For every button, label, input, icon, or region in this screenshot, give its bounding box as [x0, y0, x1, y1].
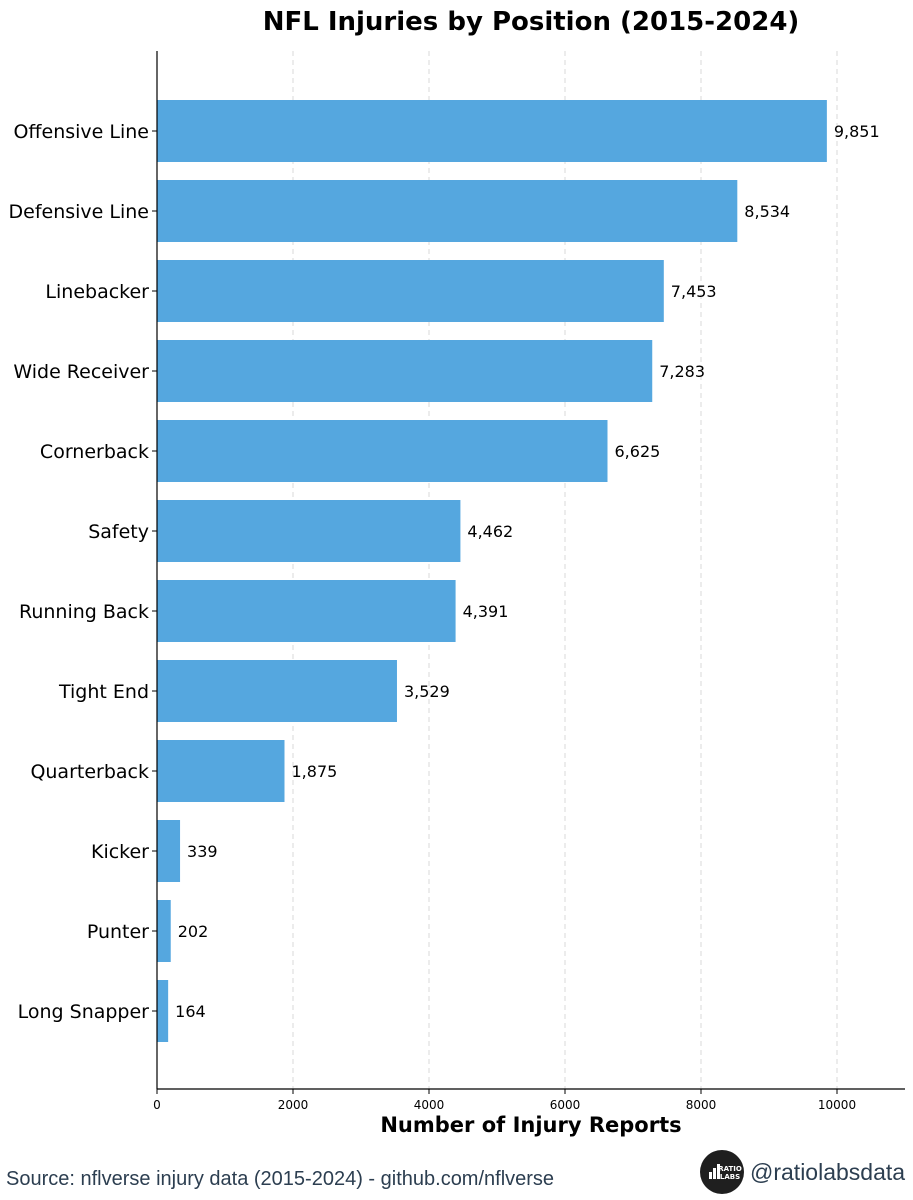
bar — [157, 340, 653, 402]
bar — [157, 100, 827, 162]
value-labels: 9,851 8,534 7,453 7,283 6,625 4,462 4,391 3,529… — [175, 122, 880, 1021]
x-tick-label: 2000 — [278, 1098, 309, 1112]
bar — [157, 180, 738, 242]
category-label: Long Snapper — [18, 1001, 150, 1023]
value-label: 3,529 — [404, 682, 450, 701]
value-label: 4,462 — [467, 522, 513, 541]
category-label: Tight End — [58, 681, 149, 703]
bar — [157, 500, 461, 562]
x-tick-label: 0 — [153, 1098, 161, 1112]
chart-title: NFL Injuries by Position (2015-2024) — [263, 7, 800, 37]
value-label: 9,851 — [834, 122, 880, 141]
category-label: Quarterback — [30, 761, 149, 783]
svg-text:RATIO: RATIO — [718, 1165, 742, 1173]
category-label: Linebacker — [45, 281, 149, 303]
bar — [157, 420, 608, 482]
value-label: 7,283 — [659, 362, 705, 381]
x-axis-label: Number of Injury Reports — [380, 1113, 681, 1137]
category-label: Punter — [87, 921, 149, 943]
x-tick-label: 10000 — [818, 1098, 856, 1112]
x-tick-label: 6000 — [550, 1098, 581, 1112]
value-label: 4,391 — [463, 602, 509, 621]
category-label: Wide Receiver — [13, 361, 149, 383]
bar — [157, 820, 181, 882]
brand: RATIO LABS @ratiolabsdata — [700, 1150, 905, 1194]
category-label: Cornerback — [40, 441, 149, 463]
source-note: Source: nflverse injury data (2015-2024)… — [6, 1168, 555, 1190]
bar — [157, 980, 169, 1042]
category-label: Running Back — [19, 601, 149, 623]
brand-handle: @ratiolabsdata — [750, 1158, 906, 1185]
axes — [156, 51, 905, 1090]
value-label: 1,875 — [292, 762, 338, 781]
bar — [157, 260, 664, 322]
category-label: Defensive Line — [9, 201, 150, 223]
value-label: 202 — [178, 922, 209, 941]
category-label: Offensive Line — [13, 121, 149, 143]
bar — [157, 740, 285, 802]
value-label: 6,625 — [615, 442, 661, 461]
value-label: 7,453 — [671, 282, 717, 301]
value-label: 8,534 — [744, 202, 790, 221]
x-tick-label: 8000 — [686, 1098, 717, 1112]
category-labels: Offensive Line Defensive Line Linebacker Wi… — [9, 121, 157, 1023]
bar — [157, 580, 456, 642]
ratio-labs-logo-icon: RATIO LABS — [700, 1150, 744, 1194]
x-tick-label: 4000 — [414, 1098, 445, 1112]
category-label: Kicker — [91, 841, 149, 863]
bar — [157, 900, 171, 962]
value-label: 164 — [175, 1002, 206, 1021]
bars — [157, 100, 827, 1042]
x-ticks: 0 2000 4000 6000 8000 10000 — [153, 1089, 856, 1112]
svg-text:LABS: LABS — [720, 1173, 740, 1181]
category-label: Safety — [88, 521, 149, 543]
bar — [157, 660, 397, 722]
value-label: 339 — [187, 842, 218, 861]
